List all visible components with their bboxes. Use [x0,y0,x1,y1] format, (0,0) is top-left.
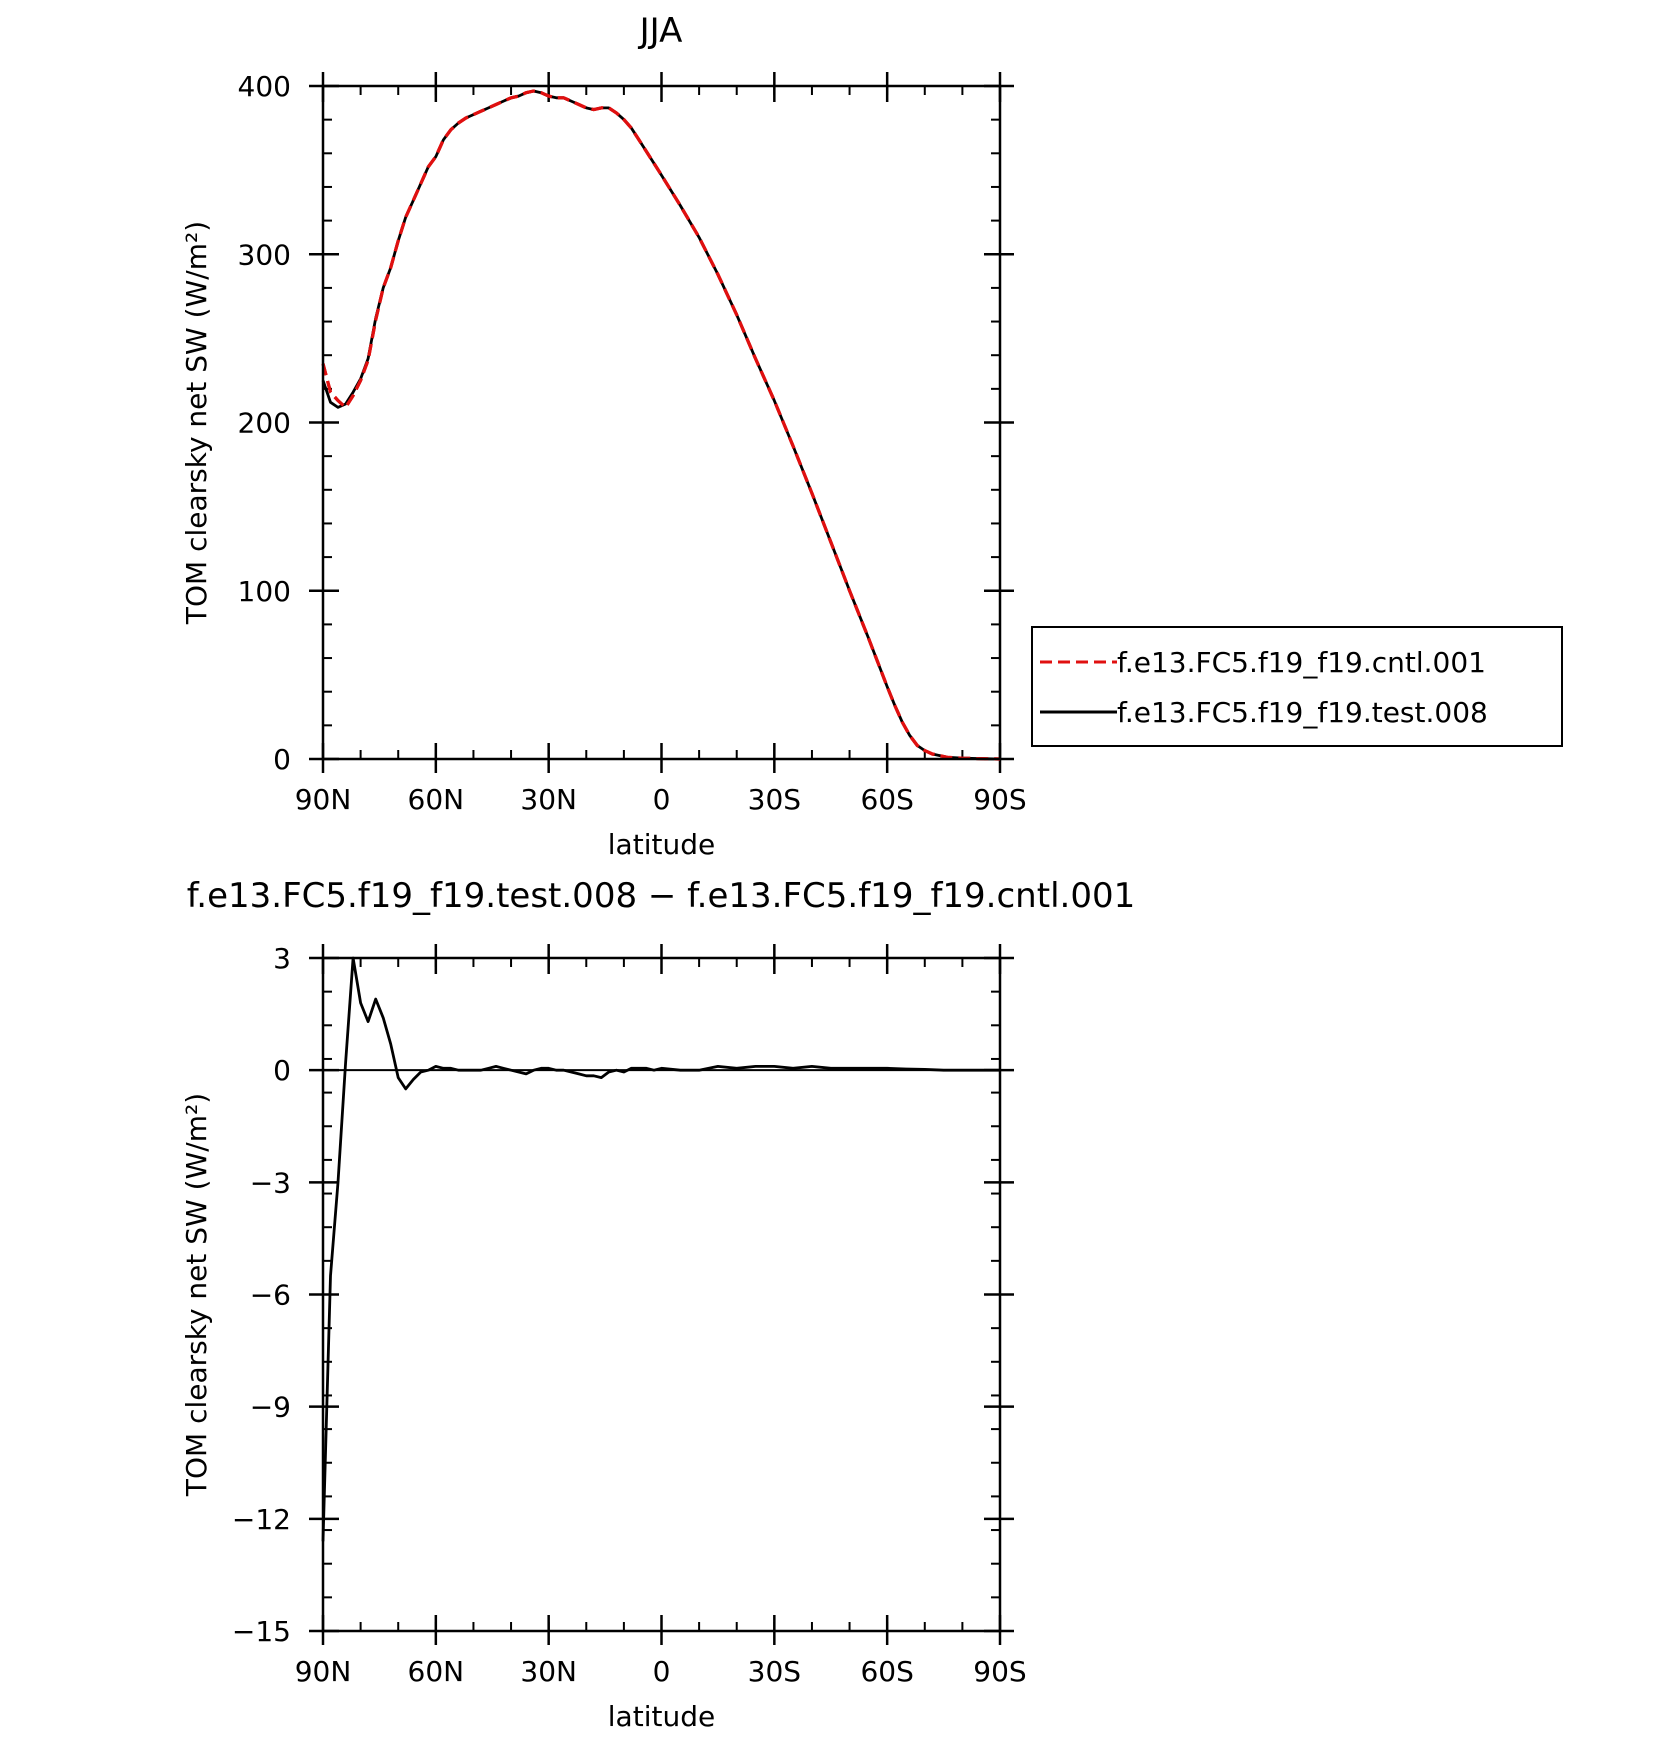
y-tick-label: −6 [250,1279,291,1312]
x-tick-label: 90N [295,1655,352,1688]
y-tick-label: 300 [238,238,291,271]
y-tick-label: −9 [250,1391,291,1424]
plot-frame [321,84,1002,761]
y-tick-label: −12 [232,1503,291,1536]
plot-frame [321,956,1002,1633]
y-tick-label: 200 [238,407,291,440]
chart-title: JJA [638,11,683,51]
x-axis-title: latitude [608,828,715,861]
chart-title: f.e13.FC5.f19_f19.test.008 − f.e13.FC5.f… [187,876,1135,916]
y-axis-title: TOM clearsky net SW (W/m²) [180,221,213,625]
legend-label-1: f.e13.FC5.f19_f19.test.008 [1117,696,1488,729]
series-line-0-overlay [321,89,1001,761]
x-tick-label: 30N [520,783,577,816]
x-tick-label: 90S [973,783,1026,816]
y-tick-label: 100 [238,575,291,608]
y-tick-label: −15 [232,1615,291,1648]
y-tick-label: 0 [273,743,291,776]
series-line-0 [321,89,1001,761]
x-tick-label: 90N [295,783,352,816]
x-tick-label: 0 [653,783,671,816]
y-axis-title: TOM clearsky net SW (W/m²) [180,1093,213,1497]
x-tick-label: 60S [860,783,913,816]
chart-top: JJA 90N 60N 30N 0 30S 60S 90S 0 100 200 300 400 latit… [180,11,1563,861]
x-tick-label: 60S [860,1655,913,1688]
series-line-0 [321,956,1000,1542]
chart-bottom: f.e13.FC5.f19_f19.test.008 − f.e13.FC5.f… [180,876,1135,1733]
y-tick-label: 400 [238,70,291,103]
x-tick-label: 60N [408,1655,465,1688]
y-tick-label: 3 [273,942,291,975]
y-tick-label: −3 [250,1166,291,1199]
x-tick-label: 90S [973,1655,1026,1688]
x-tick-label: 30N [520,1655,577,1688]
x-axis-title: latitude [608,1700,715,1733]
y-tick-label: 0 [273,1054,291,1087]
legend-label-0: f.e13.FC5.f19_f19.cntl.001 [1117,646,1486,679]
series-line-1 [321,89,1001,761]
x-tick-label: 30S [748,1655,801,1688]
legend-box [1031,626,1563,747]
x-tick-label: 30S [748,783,801,816]
x-tick-label: 0 [653,1655,671,1688]
x-tick-label: 60N [408,783,465,816]
